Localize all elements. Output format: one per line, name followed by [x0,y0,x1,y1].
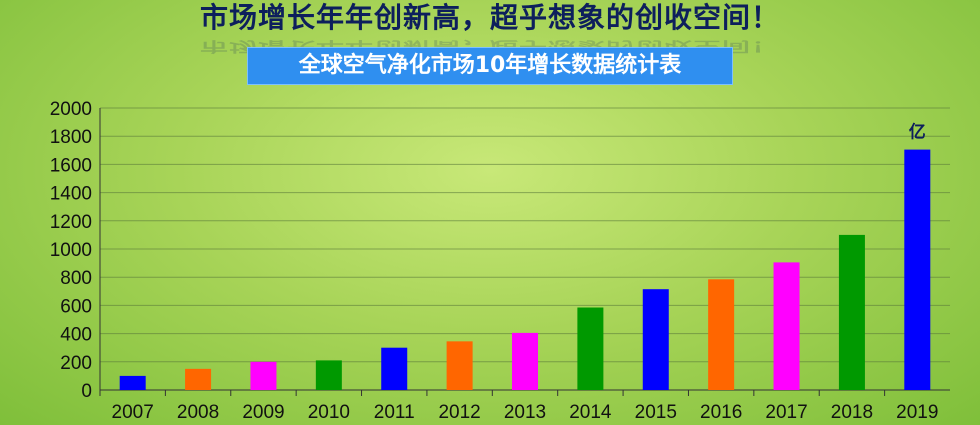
y-tick-label: 1800 [50,127,92,148]
x-tick-label: 2007 [112,402,154,423]
bar-2008 [185,368,212,390]
x-tick-label: 2010 [308,402,350,423]
y-tick-label: 400 [60,325,92,346]
x-tick-label: 2016 [700,402,742,423]
bar-2017 [773,262,800,390]
x-tick-label: 2013 [504,402,546,423]
bar-2014 [577,307,604,390]
bar-2009 [250,361,277,390]
y-tick-label: 800 [60,268,92,289]
bar-2013 [512,332,538,390]
bar-2016 [708,279,735,390]
x-tick-label: 2011 [374,402,415,423]
y-tick-label: 1200 [50,212,92,233]
x-tick-label: 2008 [177,402,219,423]
x-tick-label: 2012 [438,402,480,423]
unit-label: 亿 [909,122,926,143]
bar-2012 [446,341,473,390]
x-tick-label: 2018 [831,402,873,423]
y-tick-label: 200 [60,353,92,374]
y-tick-label: 0 [81,381,92,402]
y-tick-label: 1000 [50,240,92,261]
x-tick-label: 2019 [896,402,938,423]
y-tick-label: 1600 [50,155,92,176]
headline: 市场增长年年创新高，超乎想象的创收空间！ [199,1,780,34]
y-tick-label: 2000 [50,99,92,120]
bar-2019 [904,149,931,390]
x-tick-label: 2017 [765,402,807,423]
chart-title-banner: 全球空气净化市场10年增长数据统计表 [247,47,733,85]
x-tick-label: 2009 [242,402,284,423]
y-tick-label: 600 [60,296,92,317]
bar-2015 [642,289,669,390]
x-tick-label: 2015 [635,402,677,423]
y-tick-label: 1400 [50,184,92,205]
bar-2011 [381,347,408,390]
bar-2007 [119,375,146,390]
bar-2018 [838,234,865,390]
x-tick-label: 2014 [569,402,612,423]
bar-2010 [315,360,342,390]
